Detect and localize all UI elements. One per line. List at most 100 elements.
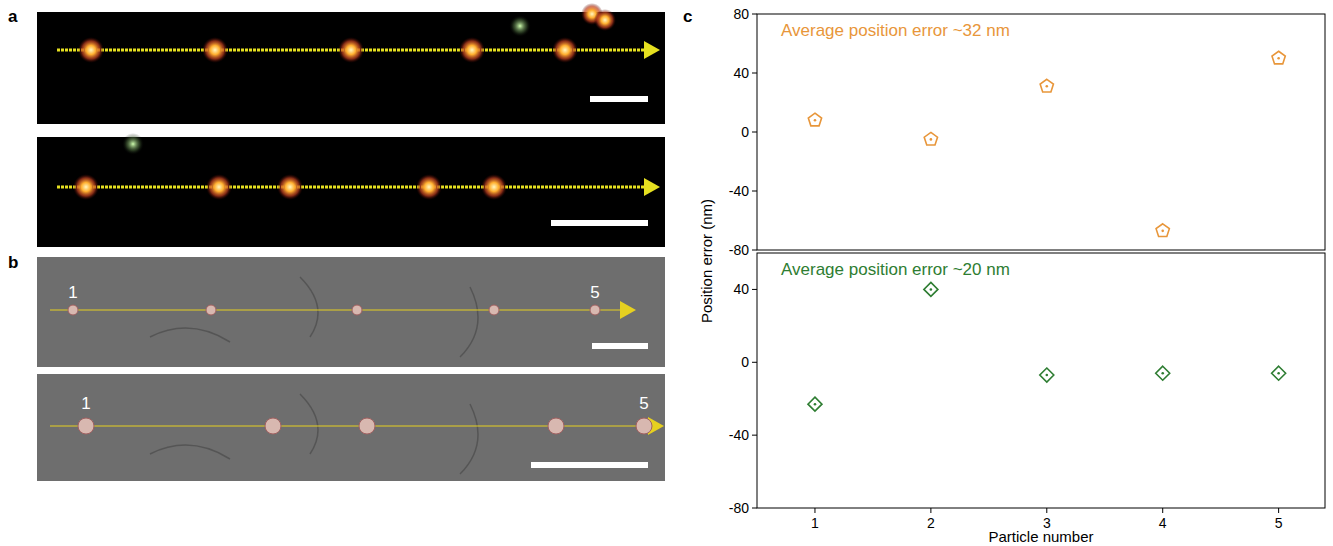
- marker-shape: [808, 397, 822, 411]
- y-tick-label: 40: [733, 65, 749, 81]
- x-tick-label: 5: [1275, 515, 1283, 531]
- scale-bar: [551, 220, 648, 226]
- particle-label: 1: [68, 283, 77, 302]
- marker-dot: [1045, 85, 1048, 88]
- particle: [277, 174, 303, 200]
- y-tick-label: -40: [729, 183, 749, 199]
- point: [1272, 366, 1286, 380]
- x-tick: [930, 508, 931, 513]
- marker-shape: [1040, 368, 1054, 382]
- scale-bar: [592, 343, 648, 349]
- particle: [636, 418, 652, 434]
- x-tick-label: 4: [1159, 515, 1167, 531]
- y-tick-label: 0: [741, 354, 749, 370]
- x-tick: [1278, 508, 1279, 513]
- marks: [808, 51, 1285, 236]
- y-tick-label: 80: [733, 6, 749, 22]
- background-spot: [509, 15, 531, 37]
- y-tick: [752, 14, 757, 15]
- particle: [359, 418, 375, 434]
- texture: [150, 394, 478, 474]
- panel-letter: a: [8, 7, 18, 26]
- y-tick: [752, 250, 757, 251]
- marker-shape: [1156, 224, 1169, 237]
- darkfield-image: [37, 12, 665, 124]
- marker-dot: [930, 138, 933, 141]
- particle: [68, 305, 78, 315]
- y-axis-title: Position error (nm): [698, 199, 715, 323]
- point: [1156, 224, 1169, 237]
- particle: [481, 174, 507, 200]
- particle: [78, 37, 104, 63]
- marker-shape: [1156, 366, 1170, 380]
- marker-dot: [814, 119, 817, 122]
- arrow-line: [50, 309, 624, 310]
- y-tick-label: -80: [729, 500, 749, 516]
- panel-letter: b: [8, 253, 18, 272]
- plot-frame: [757, 253, 1325, 508]
- point: [924, 282, 938, 296]
- sem-image: [37, 374, 665, 481]
- y-tick-label: -40: [729, 427, 749, 443]
- scale-bar: [590, 96, 648, 102]
- x-axis-title: Particle number: [988, 528, 1093, 545]
- particle: [489, 305, 499, 315]
- marker-shape: [1040, 79, 1053, 92]
- particle-label: 5: [590, 283, 599, 302]
- particle: [78, 418, 94, 434]
- point: [1040, 368, 1054, 382]
- marker-shape: [1272, 366, 1286, 380]
- marker-dot: [1277, 372, 1280, 375]
- marker-dot: [1277, 57, 1280, 60]
- arrow-head: [620, 301, 636, 319]
- marker-shape: [808, 113, 821, 126]
- x-tick-label: 1: [811, 515, 819, 531]
- background-spot: [122, 133, 144, 155]
- plot-frame: [757, 14, 1325, 250]
- marker-shape: [924, 132, 937, 145]
- particle: [265, 418, 281, 434]
- y-tick: [752, 132, 757, 133]
- particle: [552, 37, 578, 63]
- y-tick-label: -80: [729, 242, 749, 258]
- y-tick: [752, 191, 757, 192]
- scale-bar: [531, 462, 648, 468]
- marker-dot: [1161, 372, 1164, 375]
- particle-label: 1: [81, 394, 90, 413]
- annotation: Average position error ~32 nm: [781, 21, 1010, 40]
- x-tick: [1162, 508, 1163, 513]
- particle: [73, 174, 99, 200]
- marker-shape: [924, 282, 938, 296]
- marks: [808, 282, 1286, 411]
- particle: [590, 305, 600, 315]
- y-tick: [752, 289, 757, 290]
- particle: [338, 37, 364, 63]
- x-tick: [814, 508, 815, 513]
- point: [1272, 51, 1285, 64]
- y-tick: [752, 508, 757, 509]
- marker-dot: [1161, 230, 1164, 233]
- particle: [416, 174, 442, 200]
- particle-label: 5: [639, 394, 648, 413]
- point: [1156, 366, 1170, 380]
- marker-dot: [1045, 374, 1048, 377]
- particle: [206, 174, 232, 200]
- y-tick: [752, 362, 757, 363]
- background-spot: [594, 9, 616, 31]
- particle: [459, 37, 485, 63]
- y-tick-label: 0: [741, 124, 749, 140]
- figure: a1515bc-80-4004080Average position error…: [0, 0, 1333, 546]
- arrow-head: [644, 178, 660, 196]
- panel-letter: c: [683, 7, 692, 26]
- annotation: Average position error ~20 nm: [781, 260, 1010, 279]
- y-tick: [752, 73, 757, 74]
- point: [808, 397, 822, 411]
- particle: [202, 37, 228, 63]
- marker-dot: [814, 403, 817, 406]
- point: [924, 132, 937, 145]
- marker-dot: [930, 288, 933, 291]
- marker-shape: [1272, 51, 1285, 64]
- particle: [352, 305, 362, 315]
- texture: [150, 277, 478, 357]
- particle: [206, 305, 216, 315]
